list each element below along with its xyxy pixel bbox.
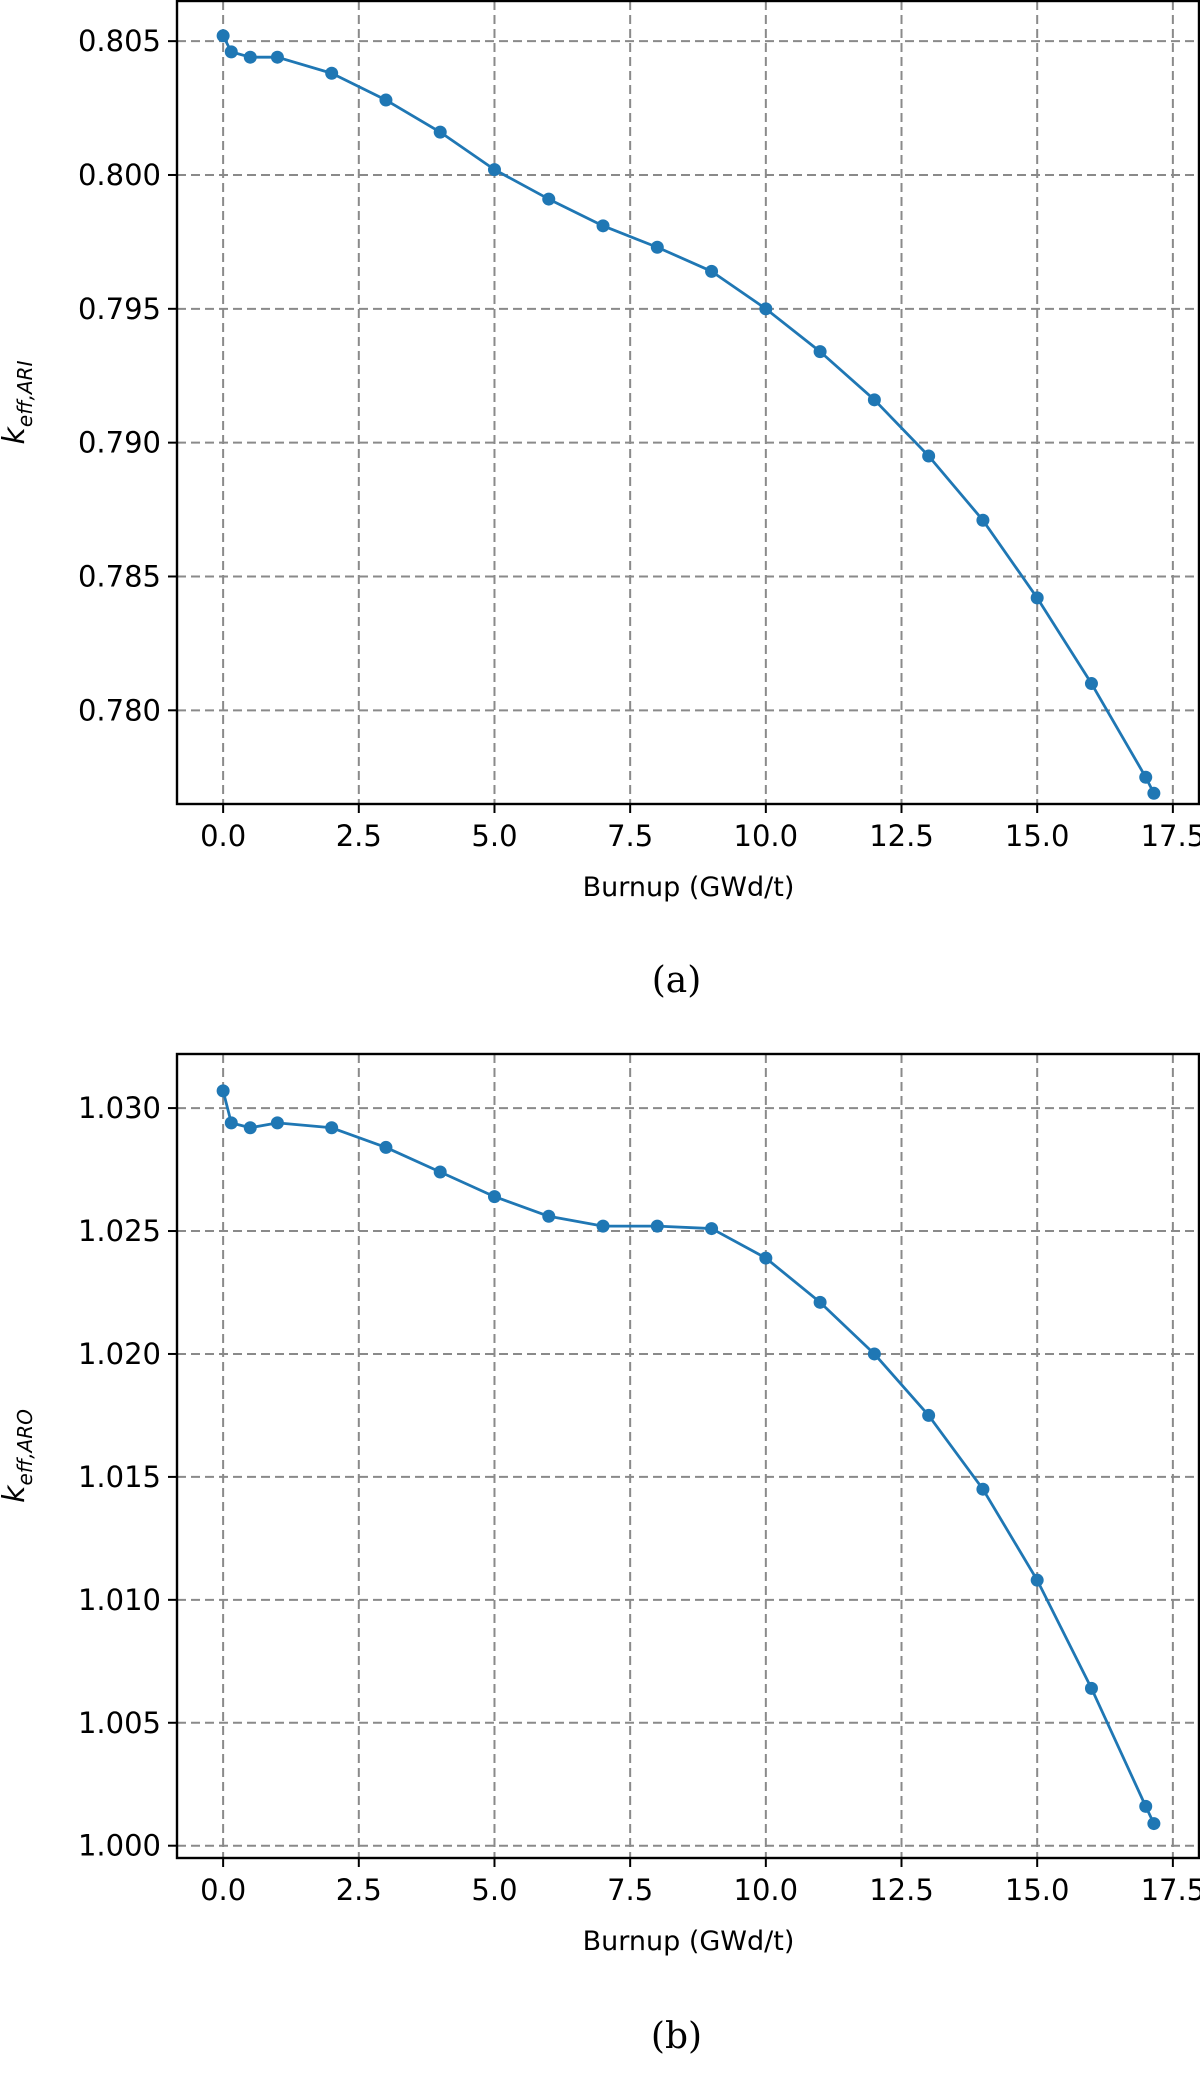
grid-lines bbox=[177, 1054, 1200, 1858]
data-point bbox=[705, 1222, 719, 1236]
data-point bbox=[867, 1347, 881, 1361]
x-tick-label: 0.0 bbox=[200, 819, 246, 853]
panel-caption: (a) bbox=[652, 960, 702, 1001]
data-point bbox=[922, 1408, 936, 1422]
x-tick-label: 2.5 bbox=[336, 819, 382, 853]
x-axis-label: Burnup (GWd/t) bbox=[583, 872, 795, 903]
x-tick-label: 15.0 bbox=[1005, 819, 1070, 853]
x-tick-label: 17.5 bbox=[1141, 819, 1200, 853]
y-axis-label: keff,ARI bbox=[0, 360, 37, 444]
panel-caption: (b) bbox=[651, 2016, 702, 2057]
data-point bbox=[542, 1209, 556, 1223]
y-tick-label: 0.795 bbox=[78, 292, 161, 326]
data-point bbox=[325, 1121, 339, 1135]
data-point bbox=[650, 240, 664, 254]
data-point bbox=[976, 513, 990, 527]
x-tick-label: 7.5 bbox=[607, 1873, 653, 1907]
data-point bbox=[1139, 1799, 1153, 1813]
grid-lines bbox=[177, 1, 1200, 804]
y-tick-label: 1.000 bbox=[78, 1829, 161, 1863]
data-point bbox=[976, 1482, 990, 1496]
y-axis-label-base: k bbox=[0, 1484, 32, 1503]
data-point bbox=[1030, 591, 1044, 605]
y-tick-label: 0.805 bbox=[78, 24, 161, 58]
data-point bbox=[759, 302, 773, 316]
x-tick-label: 12.5 bbox=[869, 1873, 934, 1907]
data-point bbox=[1147, 1817, 1161, 1831]
x-axis-label: Burnup (GWd/t) bbox=[583, 1926, 795, 1957]
y-axis-label-subscript: eff,ARO bbox=[13, 1409, 37, 1485]
series-line bbox=[221, 1090, 1156, 1825]
data-point bbox=[1084, 677, 1098, 691]
y-tick-label: 0.780 bbox=[78, 693, 161, 727]
data-point bbox=[433, 125, 447, 139]
series-line bbox=[221, 35, 1156, 794]
chart-panel-b: 0.0 2.5 5.0 7.5 10.0 12.5 15.0 17.5 1.000 1.005 1.… bbox=[0, 1052, 1200, 2057]
data-point bbox=[922, 449, 936, 463]
x-tick-label: 0.0 bbox=[200, 1873, 246, 1907]
data-point bbox=[813, 345, 827, 359]
data-point bbox=[216, 29, 230, 43]
y-tick-label: 0.785 bbox=[78, 559, 161, 593]
data-point bbox=[596, 219, 610, 233]
x-tick-label: 15.0 bbox=[1005, 1873, 1070, 1907]
x-tick-label: 10.0 bbox=[734, 1873, 799, 1907]
y-axis-label-subscript: eff,ARI bbox=[13, 360, 37, 427]
data-point bbox=[542, 192, 556, 206]
data-point bbox=[224, 45, 238, 59]
data-point bbox=[270, 50, 284, 64]
y-tick-label: 1.005 bbox=[78, 1706, 161, 1740]
y-tick-label: 1.015 bbox=[78, 1460, 161, 1494]
data-point bbox=[1147, 786, 1161, 800]
x-tick-label: 10.0 bbox=[734, 819, 799, 853]
x-tick-label: 5.0 bbox=[471, 1873, 517, 1907]
data-point bbox=[813, 1295, 827, 1309]
data-point bbox=[487, 1190, 501, 1204]
data-point bbox=[650, 1219, 664, 1233]
data-point bbox=[243, 1121, 257, 1135]
data-point bbox=[325, 66, 339, 80]
data-point bbox=[379, 93, 393, 107]
data-point bbox=[487, 163, 501, 177]
axes-frame bbox=[175, 1052, 1200, 1860]
y-tick-label: 1.030 bbox=[78, 1091, 161, 1125]
x-tick-label: 2.5 bbox=[336, 1873, 382, 1907]
data-point bbox=[1139, 770, 1153, 784]
data-point bbox=[224, 1116, 238, 1130]
data-point bbox=[596, 1219, 610, 1233]
x-tick-label: 5.0 bbox=[471, 819, 517, 853]
y-tick-label: 1.025 bbox=[78, 1214, 161, 1248]
y-axis-label-base: k bbox=[0, 425, 32, 444]
chart-panel-a: 0.0 2.5 5.0 7.5 10.0 12.5 15.0 17.5 0.780 0.785 0.… bbox=[0, 0, 1200, 1001]
y-axis-label: keff,ARO bbox=[0, 1409, 37, 1503]
data-point bbox=[243, 50, 257, 64]
data-point bbox=[867, 393, 881, 407]
y-tick-label: 0.800 bbox=[78, 158, 161, 192]
x-tick-label: 17.5 bbox=[1141, 1873, 1200, 1907]
data-point bbox=[433, 1165, 447, 1179]
data-point bbox=[270, 1116, 284, 1130]
data-point bbox=[1084, 1681, 1098, 1695]
data-point bbox=[1030, 1573, 1044, 1587]
data-point bbox=[379, 1140, 393, 1154]
data-point bbox=[216, 1084, 230, 1098]
x-tick-label: 12.5 bbox=[869, 819, 934, 853]
data-point bbox=[705, 264, 719, 278]
x-tick-label: 7.5 bbox=[607, 819, 653, 853]
axes-frame bbox=[175, 0, 1200, 806]
data-point bbox=[759, 1251, 773, 1265]
y-tick-label: 1.020 bbox=[78, 1337, 161, 1371]
y-tick-label: 1.010 bbox=[78, 1583, 161, 1617]
y-tick-label: 0.790 bbox=[78, 426, 161, 460]
